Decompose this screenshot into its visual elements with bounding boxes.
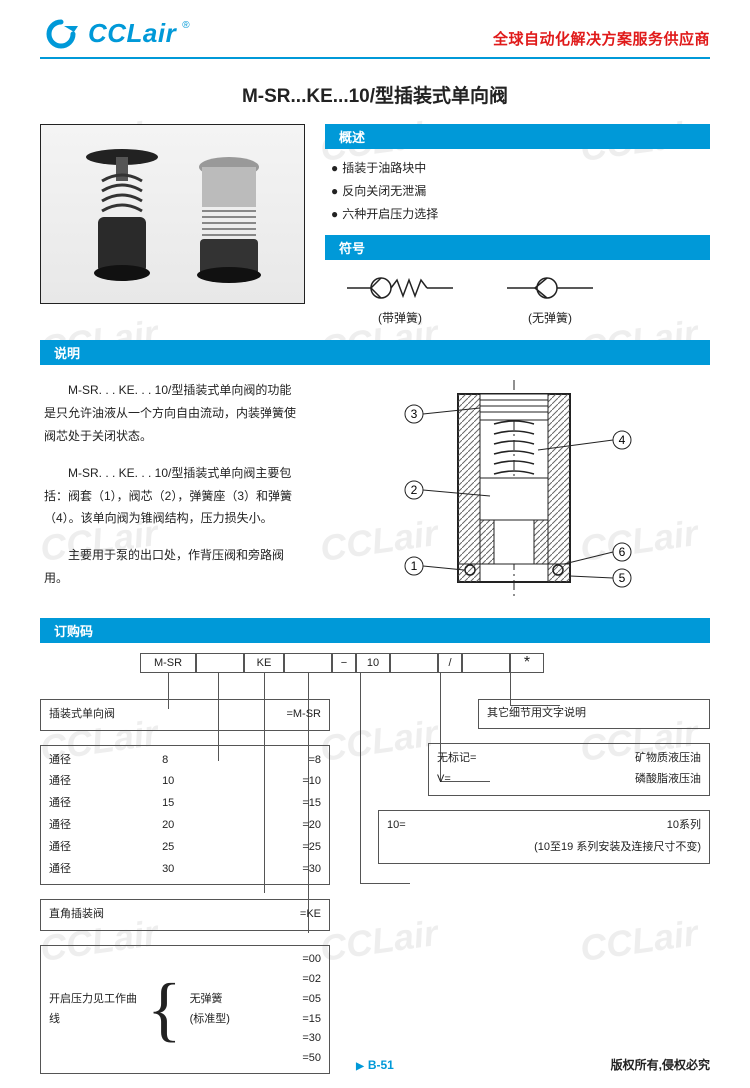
- cross-section-diagram: 3 2 1 4 6 5: [318, 371, 710, 603]
- order-cell: [390, 653, 438, 673]
- ob-code: =30: [302, 1029, 321, 1049]
- order-block-note: 其它细节用文字说明: [478, 699, 710, 729]
- symbol-with-spring: (带弹簧): [345, 270, 455, 326]
- order-code-area: M-SR KE − 10 / *: [40, 643, 710, 1088]
- logo-text: CCLair: [88, 18, 176, 49]
- ob-cell: 矿物质液压油: [536, 748, 701, 770]
- ob-code: =M-SR: [228, 704, 321, 726]
- svg-text:3: 3: [411, 407, 418, 421]
- svg-text:6: 6: [619, 545, 626, 559]
- ob-cell: 通径: [49, 793, 162, 815]
- svg-text:4: 4: [619, 433, 626, 447]
- copyright: 版权所有,侵权必究: [611, 1056, 710, 1073]
- registered-icon: ®: [182, 20, 189, 31]
- order-cell: *: [510, 653, 544, 673]
- section-symbol: 符号: [325, 235, 710, 260]
- ob-cell: 10: [162, 771, 225, 793]
- desc-para: M-SR. . . KE. . . 10/型插装式单向阀的功能是只允许油液从一个…: [44, 379, 300, 447]
- order-block-series: 10=10系列 (10至19 系列安装及连接尺寸不变): [378, 810, 710, 864]
- ob-sub: (标准型): [190, 1010, 295, 1030]
- overview-list: 插装于油路块中 反向关闭无泄漏 六种开启压力选择: [325, 149, 710, 235]
- ob-cell: =20: [225, 815, 321, 837]
- ob-code: =KE: [246, 904, 321, 926]
- svg-text:2: 2: [411, 483, 418, 497]
- product-photo: [40, 124, 305, 304]
- desc-para: M-SR. . . KE. . . 10/型插装式单向阀主要包括：阀套（1），阀…: [44, 462, 300, 530]
- ob-cell: 通径: [49, 815, 162, 837]
- ob-cell: 通径: [49, 837, 162, 859]
- svg-text:1: 1: [411, 559, 418, 573]
- order-block-type: 插装式单向阀 =M-SR: [40, 699, 330, 731]
- ob-cell: 8: [162, 750, 225, 772]
- ob-cell: (10至19 系列安装及连接尺寸不变): [419, 837, 701, 859]
- page-header: CCLair ® 全球自动化解决方案服务供应商: [0, 0, 750, 55]
- ob-cell: 20: [162, 815, 225, 837]
- ob-cell: =25: [225, 837, 321, 859]
- ob-cell: =30: [225, 859, 321, 881]
- logo-icon: [40, 19, 82, 49]
- symbol-label: (带弹簧): [345, 309, 455, 326]
- ob-cell: 无标记=: [437, 748, 536, 770]
- section-description: 说明: [40, 340, 710, 365]
- ob-cell: =8: [225, 750, 321, 772]
- symbol-label: (无弹簧): [505, 309, 595, 326]
- section-overview: 概述: [325, 124, 710, 149]
- symbol-row: (带弹簧) (无弹簧): [325, 260, 710, 326]
- ob-cell: 通径: [49, 771, 162, 793]
- svg-text:5: 5: [619, 571, 626, 585]
- ob-cell: =15: [225, 793, 321, 815]
- ob-cell: 磷酸脂液压油: [536, 769, 701, 791]
- order-block-size: 通径8=8 通径10=10 通径15=15 通径20=20 通径25=25 通径…: [40, 745, 330, 886]
- page-number: ▶ B-51: [356, 1058, 394, 1072]
- ob-label: 插装式单向阀: [49, 704, 228, 726]
- ob-cell: 通径: [49, 859, 162, 881]
- brace-icon: {: [147, 981, 182, 1039]
- ob-label: 开启压力见工作曲线: [49, 990, 139, 1030]
- ob-code: =05: [302, 990, 321, 1010]
- ob-label: 其它细节用文字说明: [487, 704, 701, 724]
- order-cell: [462, 653, 510, 673]
- page-footer: ▶ B-51 版权所有,侵权必究: [0, 1058, 750, 1072]
- ob-cell: 25: [162, 837, 225, 859]
- tagline: 全球自动化解决方案服务供应商: [493, 28, 710, 49]
- order-cell: [196, 653, 244, 673]
- ob-cell: 15: [162, 793, 225, 815]
- ob-code: =15: [302, 1010, 321, 1030]
- triangle-icon: ▶: [356, 1061, 364, 1072]
- overview-item: 六种开启压力选择: [331, 203, 704, 226]
- ob-code: =02: [302, 970, 321, 990]
- page-title: M-SR...KE...10/型插装式单向阀: [0, 81, 750, 108]
- order-cell: 10: [356, 653, 390, 673]
- ob-cell: =10: [225, 771, 321, 793]
- ob-sub: 无弹簧: [190, 990, 295, 1010]
- description-text: M-SR. . . KE. . . 10/型插装式单向阀的功能是只允许油液从一个…: [40, 371, 300, 603]
- desc-para: 主要用于泵的出口处，作背压阀和旁路阀用。: [44, 544, 300, 590]
- ob-cell: V=: [437, 769, 536, 791]
- ob-cell: 通径: [49, 750, 162, 772]
- ob-code: =00: [302, 950, 321, 970]
- order-cell: KE: [244, 653, 284, 673]
- ob-cell: 30: [162, 859, 225, 881]
- section-order: 订购码: [40, 618, 710, 643]
- ob-cell: 10=: [387, 815, 419, 837]
- order-cell: −: [332, 653, 356, 673]
- order-block-fluid: 无标记=矿物质液压油 V=磷酸脂液压油: [428, 743, 710, 797]
- order-top-row: M-SR KE − 10 / *: [140, 653, 710, 673]
- order-block-pressure: 开启压力见工作曲线 { 无弹簧 (标准型) =00 =02 =05 =15 =3…: [40, 945, 330, 1074]
- page-number-text: B-51: [368, 1058, 394, 1072]
- overview-item: 插装于油路块中: [331, 157, 704, 180]
- order-cell: /: [438, 653, 462, 673]
- header-rule: [40, 57, 710, 59]
- ob-label: 直角插装阀: [49, 904, 246, 926]
- logo: CCLair ®: [40, 18, 190, 49]
- order-cell: M-SR: [140, 653, 196, 673]
- ob-cell: 10系列: [419, 815, 701, 837]
- order-block-ke: 直角插装阀 =KE: [40, 899, 330, 931]
- order-cell: [284, 653, 332, 673]
- symbol-no-spring: (无弹簧): [505, 270, 595, 326]
- overview-item: 反向关闭无泄漏: [331, 180, 704, 203]
